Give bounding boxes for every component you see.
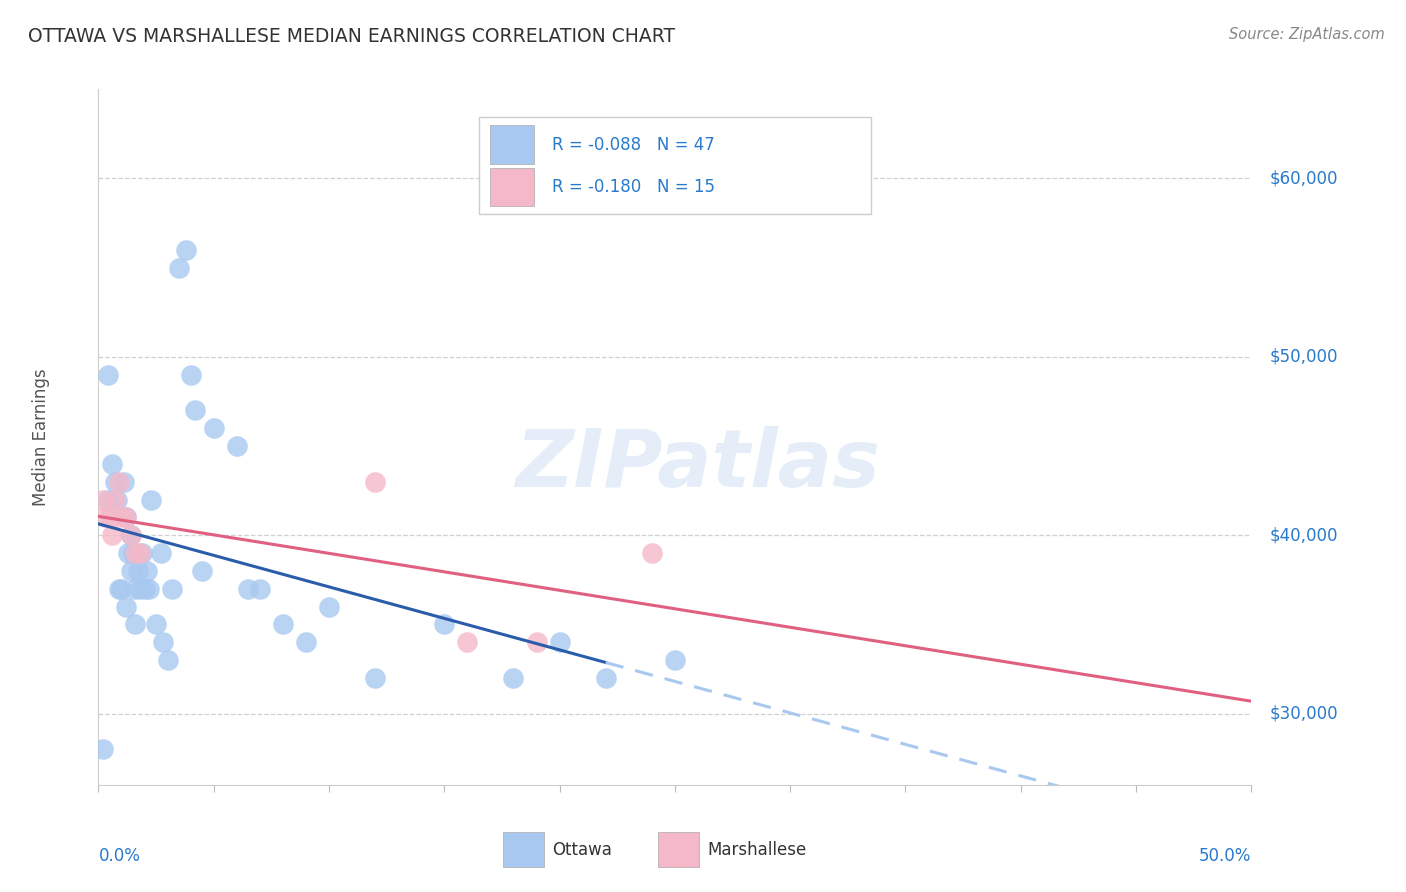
Point	[502, 671, 524, 685]
Point	[526, 635, 548, 649]
Point	[98, 510, 121, 524]
Point	[103, 492, 125, 507]
Point	[129, 546, 152, 560]
Point	[110, 510, 132, 524]
Point	[191, 564, 214, 578]
Point	[184, 403, 207, 417]
Point	[641, 546, 664, 560]
Point	[364, 475, 387, 489]
Point	[131, 546, 153, 560]
Point	[456, 635, 478, 649]
Point	[97, 368, 120, 382]
Point	[225, 439, 247, 453]
Point	[105, 492, 128, 507]
Point	[120, 564, 142, 578]
Text: Marshallese: Marshallese	[707, 841, 807, 859]
Point	[117, 546, 139, 560]
Point	[238, 582, 260, 596]
Point	[145, 617, 167, 632]
Text: 50.0%: 50.0%	[1199, 847, 1251, 865]
Point	[115, 510, 138, 524]
Point	[115, 510, 138, 524]
Point	[124, 546, 146, 560]
Point	[122, 546, 145, 560]
Point	[103, 475, 125, 489]
Point	[94, 510, 117, 524]
Point	[127, 564, 149, 578]
Point	[167, 260, 190, 275]
Point	[101, 528, 124, 542]
Point	[271, 617, 294, 632]
Point	[202, 421, 225, 435]
Point	[91, 742, 114, 756]
Point	[174, 243, 197, 257]
Text: Source: ZipAtlas.com: Source: ZipAtlas.com	[1229, 27, 1385, 42]
Text: Ottawa: Ottawa	[553, 841, 613, 859]
Point	[249, 582, 271, 596]
Point	[180, 368, 202, 382]
Bar	[491, 168, 534, 206]
Point	[134, 582, 156, 596]
Point	[318, 599, 340, 614]
Point	[91, 492, 114, 507]
Point	[124, 617, 146, 632]
Point	[135, 564, 157, 578]
Point	[115, 599, 138, 614]
Point	[156, 653, 179, 667]
Point	[141, 492, 163, 507]
Text: $30,000: $30,000	[1270, 705, 1339, 723]
Point	[138, 582, 160, 596]
Point	[433, 617, 456, 632]
Point	[124, 582, 146, 596]
Bar	[491, 126, 534, 163]
Text: $60,000: $60,000	[1270, 169, 1339, 187]
Point	[108, 475, 131, 489]
Point	[149, 546, 172, 560]
Point	[295, 635, 318, 649]
Text: Median Earnings: Median Earnings	[32, 368, 49, 506]
Point	[152, 635, 174, 649]
Point	[160, 582, 183, 596]
Point	[97, 492, 120, 507]
Point	[548, 635, 571, 649]
Point	[129, 582, 152, 596]
Text: OTTAWA VS MARSHALLESE MEDIAN EARNINGS CORRELATION CHART: OTTAWA VS MARSHALLESE MEDIAN EARNINGS CO…	[28, 27, 675, 45]
Text: $40,000: $40,000	[1270, 526, 1339, 544]
FancyBboxPatch shape	[479, 117, 870, 214]
Point	[112, 475, 135, 489]
Point	[595, 671, 617, 685]
Text: R = -0.088   N = 47: R = -0.088 N = 47	[551, 136, 714, 153]
Point	[664, 653, 686, 667]
Text: ZIPatlas: ZIPatlas	[516, 425, 880, 504]
Text: 0.0%: 0.0%	[98, 847, 141, 865]
Point	[108, 582, 131, 596]
Point	[120, 528, 142, 542]
Text: $50,000: $50,000	[1270, 348, 1339, 366]
Text: R = -0.180   N = 15: R = -0.180 N = 15	[551, 178, 714, 196]
Point	[101, 457, 124, 471]
Point	[364, 671, 387, 685]
Point	[120, 528, 142, 542]
Point	[110, 582, 132, 596]
